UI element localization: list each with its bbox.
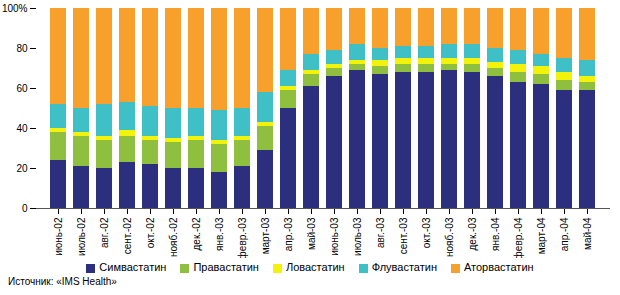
svg-text:80: 80	[16, 43, 28, 54]
svg-text:дек.-02: дек.-02	[191, 217, 202, 250]
html-text:Флувастатин: Флувастатин	[371, 261, 437, 273]
svg-text:окт.-02: окт.-02	[145, 217, 156, 248]
svg-text:20: 20	[16, 163, 28, 174]
html-text:Симвастатин: Симвастатин	[99, 261, 167, 273]
html-text:Источник: «IMS Health»: Источник: «IMS Health»	[8, 276, 117, 287]
svg-text:март-03: март-03	[260, 217, 271, 254]
svg-text:окт.-03: окт.-03	[421, 217, 432, 248]
svg-text:февр.-04: февр.-04	[513, 217, 524, 258]
svg-text:июль-02: июль-02	[76, 217, 87, 256]
svg-text:сент.-02: сент.-02	[122, 217, 133, 254]
svg-text:апр.-04: апр.-04	[559, 217, 570, 251]
svg-text:май-03: май-03	[306, 217, 317, 250]
svg-text:март-04: март-04	[536, 217, 547, 254]
svg-text:60: 60	[16, 83, 28, 94]
html-text:Ловастатин: Ловастатин	[285, 261, 345, 273]
svg-text:апр.-03: апр.-03	[283, 217, 294, 251]
svg-text:янв.-04: янв.-04	[490, 217, 501, 251]
svg-text:нояб.-03: нояб.-03	[444, 217, 455, 257]
svg-text:май-04: май-04	[582, 217, 593, 250]
svg-text:июнь-02: июнь-02	[53, 217, 64, 256]
svg-text:нояб.-02: нояб.-02	[168, 217, 179, 257]
html-text:Правастатин: Правастатин	[193, 261, 259, 273]
svg-text:июль-03: июль-03	[352, 217, 363, 256]
svg-text:0: 0	[22, 203, 28, 214]
svg-text:авг.-03: авг.-03	[375, 217, 386, 248]
html-text:Аторвастатин: Аторвастатин	[464, 261, 534, 273]
svg-text:янв.-03: янв.-03	[214, 217, 225, 251]
svg-text:июнь-03: июнь-03	[329, 217, 340, 256]
svg-text:сент.-03: сент.-03	[398, 217, 409, 254]
svg-text:авг.-02: авг.-02	[99, 217, 110, 248]
svg-text:дек.-03: дек.-03	[467, 217, 478, 250]
svg-text:40: 40	[16, 123, 28, 134]
svg-text:февр.-03: февр.-03	[237, 217, 248, 258]
svg-text:100%: 100%	[2, 3, 28, 14]
